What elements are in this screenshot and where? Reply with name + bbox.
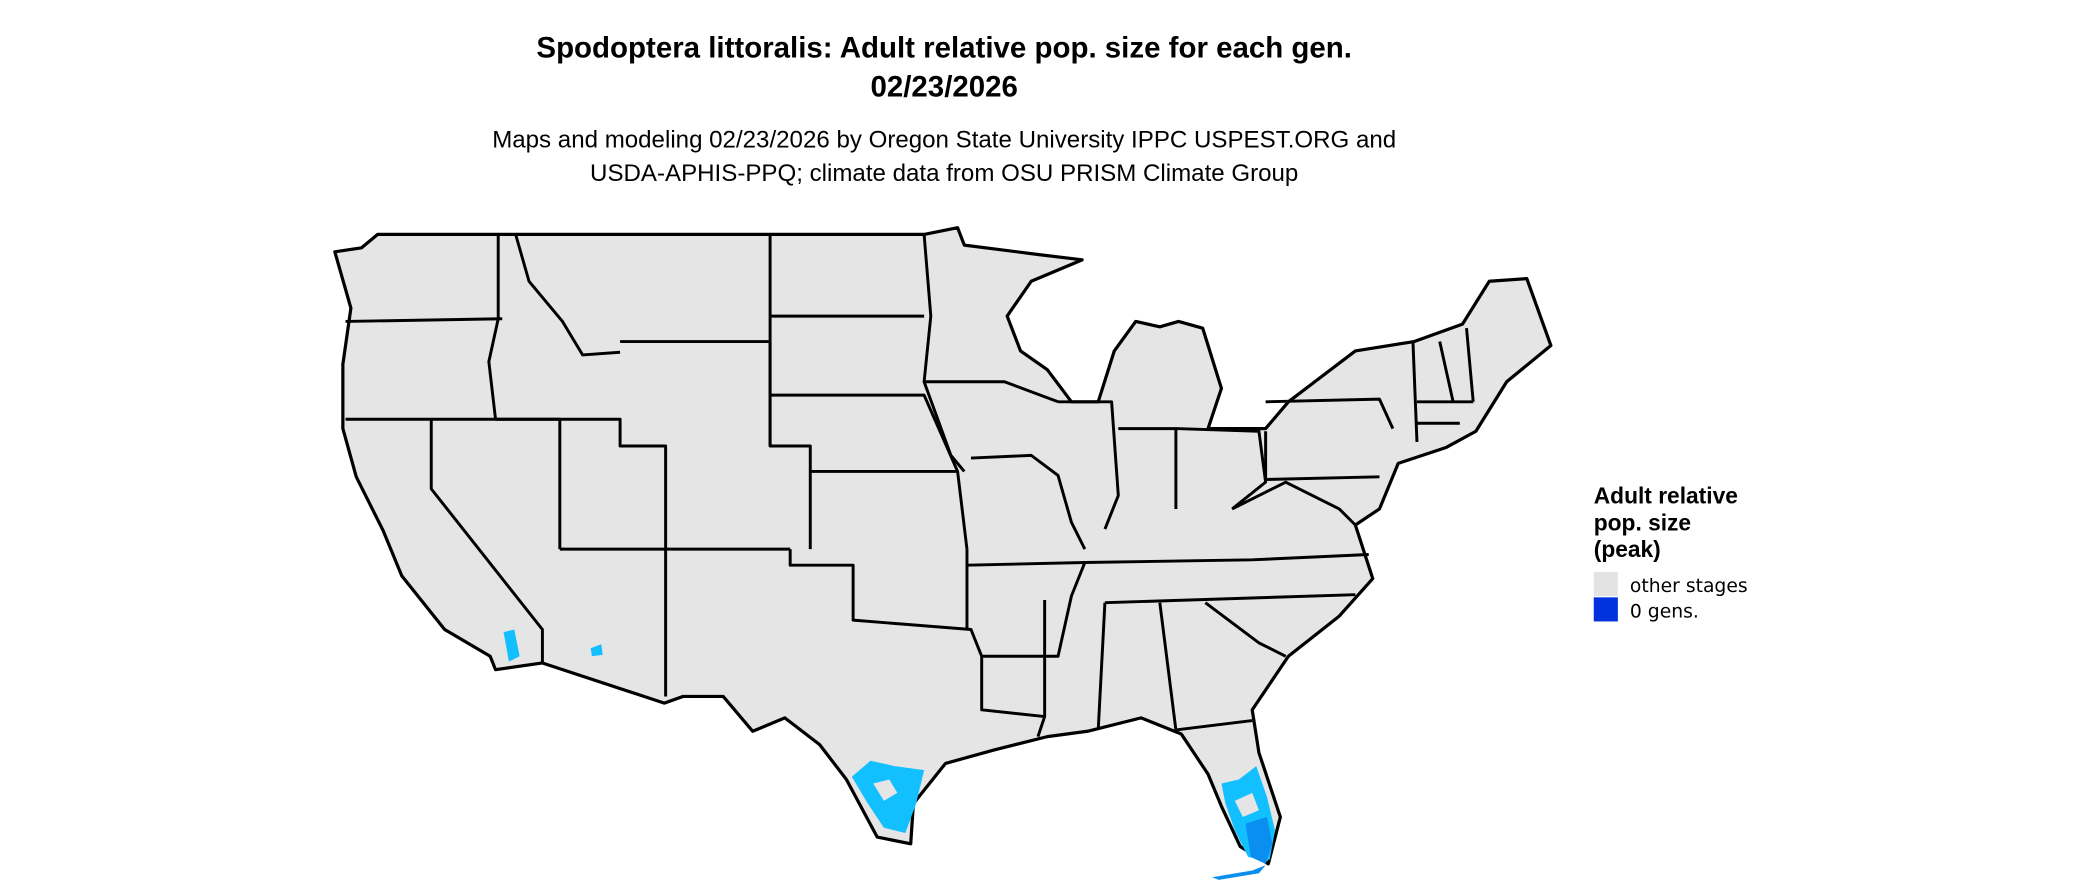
south-texas-area-gaps [873, 779, 898, 801]
legend-title-line-3: (peak) [1594, 536, 1661, 562]
title-line-1: Spodoptera littoralis: Adult relative po… [536, 32, 1352, 65]
florida-area-gaps [1234, 792, 1259, 817]
pest-presence-areas [503, 629, 1275, 880]
legend-title-line-2: pop. size [1594, 509, 1691, 535]
us-map [333, 226, 1553, 880]
legend-label-0-gens: 0 gens. [1630, 601, 1699, 622]
florida-keys-area [1212, 865, 1266, 880]
subtitle-line-2: USDA-APHIS-PPQ; climate data from OSU PR… [590, 160, 1298, 187]
legend: Adult relative pop. size (peak) other st… [1593, 483, 1748, 622]
legend-title-line-1: Adult relative [1594, 483, 1738, 509]
state-borders [345, 233, 1475, 738]
legend-label-other-stages: other stages [1630, 576, 1748, 597]
us-land [333, 226, 1553, 866]
legend-swatch-other-stages [1593, 571, 1618, 596]
southern-california-area [503, 629, 520, 662]
title-line-2: 02/23/2026 [870, 70, 1017, 103]
florida-area-dark [1245, 816, 1273, 864]
subtitle-line-1: Maps and modeling 02/23/2026 by Oregon S… [492, 126, 1396, 153]
arizona-area [590, 644, 603, 657]
legend-swatch-0-gens [1593, 597, 1618, 622]
